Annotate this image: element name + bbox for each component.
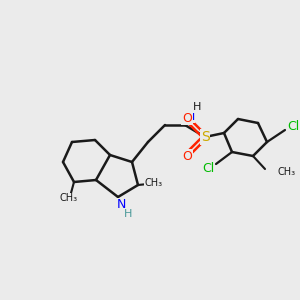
- Text: Cl: Cl: [287, 119, 299, 133]
- Text: Cl: Cl: [202, 161, 214, 175]
- Text: H: H: [193, 102, 201, 112]
- Text: N: N: [185, 110, 195, 122]
- Text: CH₃: CH₃: [60, 193, 78, 203]
- Text: CH₃: CH₃: [277, 167, 295, 177]
- Text: S: S: [201, 130, 209, 144]
- Text: H: H: [124, 209, 132, 219]
- Text: N: N: [116, 199, 126, 212]
- Text: CH₃: CH₃: [145, 178, 163, 188]
- Text: O: O: [182, 149, 192, 163]
- Text: O: O: [182, 112, 192, 124]
